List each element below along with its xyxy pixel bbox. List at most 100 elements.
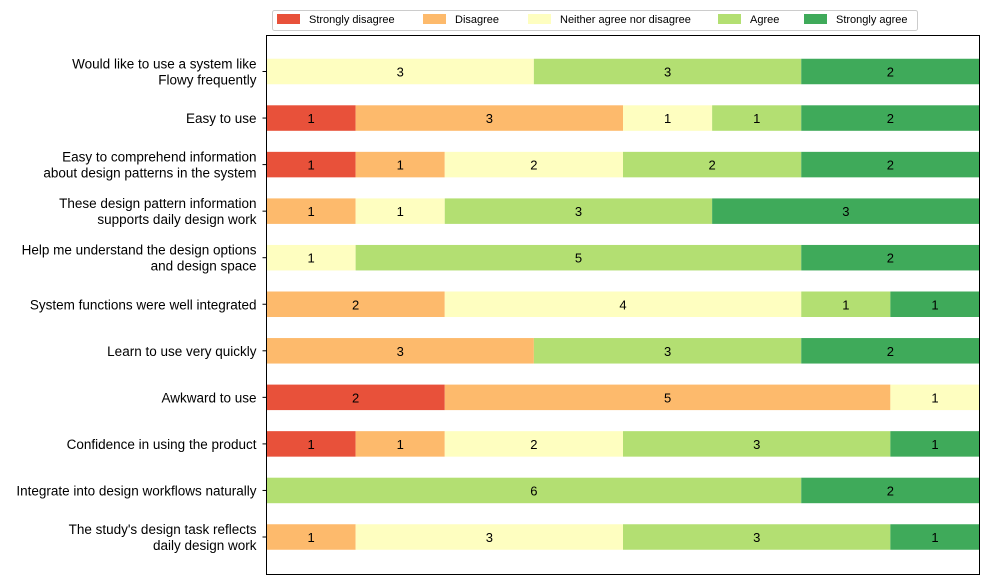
bar-segment xyxy=(355,524,623,550)
bar-layer: 3 3 2 1 3 1 1 2 1 1 2 2 2 1 1 3 3 1 5 2 2 4 1 1 3 3 2 2 5 1 1 1 2 3 1 6 2 1 3 3… xyxy=(266,58,980,550)
bar-segment xyxy=(266,58,534,85)
bar-value-label: 2 xyxy=(887,158,894,173)
legend-swatch xyxy=(423,14,446,24)
bar-segment xyxy=(623,151,802,178)
bar-value-label: 1 xyxy=(931,437,938,452)
bar-segment xyxy=(801,105,980,131)
bar-value-label: 3 xyxy=(486,111,493,126)
bar-segment xyxy=(266,198,356,224)
bar-value-label: 1 xyxy=(931,530,938,545)
category-label: Confidence in using the product xyxy=(67,437,257,452)
bar-segment xyxy=(266,477,802,504)
bar-segment xyxy=(266,105,356,131)
bar-value-label: 1 xyxy=(307,530,314,545)
bar-value-label: 5 xyxy=(664,390,671,405)
bar-segment xyxy=(266,244,356,271)
bar-segment xyxy=(712,105,802,131)
category-label: Help me understand the design options and… xyxy=(22,243,257,274)
category-labels: Would like to use a system like Flowy fre… xyxy=(16,57,267,553)
bar-segment xyxy=(444,431,623,457)
bar-segment xyxy=(355,431,445,457)
category-label: Easy to comprehend information about desi… xyxy=(43,150,256,181)
bar-segment xyxy=(890,384,980,411)
legend: Strongly disagree Disagree Neither agree n… xyxy=(272,10,918,31)
bar-value-label: 1 xyxy=(842,297,849,312)
bar-segment xyxy=(266,431,356,457)
bar-segment xyxy=(712,198,980,224)
bar-value-label: 6 xyxy=(530,483,537,498)
bar-value-label: 2 xyxy=(352,390,359,405)
legend-label: Disagree xyxy=(455,14,499,26)
bar-segment xyxy=(266,151,356,178)
bar-segment xyxy=(890,524,980,550)
bar-value-label: 1 xyxy=(307,204,314,219)
bar-value-label: 2 xyxy=(530,158,537,173)
bar-value-label: 2 xyxy=(887,251,894,266)
bar-value-label: 2 xyxy=(887,65,894,80)
bar-segment xyxy=(355,105,623,131)
bar-segment xyxy=(533,58,802,85)
bar-segment xyxy=(266,338,534,364)
bar-value-label: 3 xyxy=(664,344,671,359)
bar-segment xyxy=(623,105,713,131)
bar-value-label: 3 xyxy=(842,204,849,219)
bar-value-label: 3 xyxy=(753,437,760,452)
legend-label: Strongly agree xyxy=(836,14,908,26)
bar-value-label: 1 xyxy=(931,297,938,312)
bar-value-label: 1 xyxy=(397,158,404,173)
bar-value-label: 3 xyxy=(397,65,404,80)
bar-segment xyxy=(801,338,980,364)
bar-segment xyxy=(266,384,445,411)
bar-value-label: 1 xyxy=(307,437,314,452)
bar-segment xyxy=(890,291,980,317)
legend-label: Agree xyxy=(750,14,779,26)
bar-value-label: 3 xyxy=(753,530,760,545)
bar-value-label: 1 xyxy=(397,204,404,219)
category-label: Easy to use xyxy=(186,111,257,126)
bar-segment xyxy=(266,291,445,317)
category-label: Integrate into design workflows naturall… xyxy=(16,483,256,498)
bar-segment xyxy=(801,291,891,317)
bar-segment xyxy=(444,151,623,178)
bar-value-label: 1 xyxy=(307,251,314,266)
bar-value-label: 1 xyxy=(307,158,314,173)
bar-value-label: 3 xyxy=(664,65,671,80)
bar-value-label: 3 xyxy=(397,344,404,359)
category-label: System functions were well integrated xyxy=(30,297,257,312)
bar-segment xyxy=(266,524,356,550)
bar-value-label: 2 xyxy=(530,437,537,452)
bar-segment xyxy=(801,244,980,271)
legend-swatch xyxy=(277,14,300,24)
legend-label: Neither agree nor disagree xyxy=(560,14,691,26)
bar-segment xyxy=(533,338,802,364)
category-label: Learn to use very quickly xyxy=(107,344,257,359)
category-label: Would like to use a system like Flowy fre… xyxy=(72,57,257,88)
bar-segment xyxy=(623,431,891,457)
bar-value-label: 1 xyxy=(397,437,404,452)
category-label: Awkward to use xyxy=(161,390,256,405)
legend-swatch xyxy=(804,14,827,24)
bar-value-label: 2 xyxy=(887,483,894,498)
bar-value-label: 1 xyxy=(307,111,314,126)
bar-segment xyxy=(890,431,980,457)
bar-segment xyxy=(801,151,980,178)
bar-value-label: 2 xyxy=(352,297,359,312)
bar-segment xyxy=(623,524,891,550)
bar-segment xyxy=(801,477,980,504)
bar-value-label: 1 xyxy=(664,111,671,126)
category-label: The study's design task reflects daily de… xyxy=(69,522,257,553)
bar-segment xyxy=(355,198,445,224)
bar-value-label: 2 xyxy=(887,111,894,126)
bar-value-label: 3 xyxy=(486,530,493,545)
bar-value-label: 1 xyxy=(753,111,760,126)
bar-value-label: 4 xyxy=(619,297,626,312)
bar-value-label: 3 xyxy=(575,204,582,219)
bar-value-label: 5 xyxy=(575,251,582,266)
plot-frame xyxy=(266,35,980,575)
bar-value-label: 2 xyxy=(887,344,894,359)
legend-swatch xyxy=(718,14,741,24)
category-label: These design pattern information supports… xyxy=(59,196,257,227)
bar-segment xyxy=(355,151,445,178)
legend-swatch xyxy=(528,14,551,24)
bar-segment xyxy=(801,58,980,85)
